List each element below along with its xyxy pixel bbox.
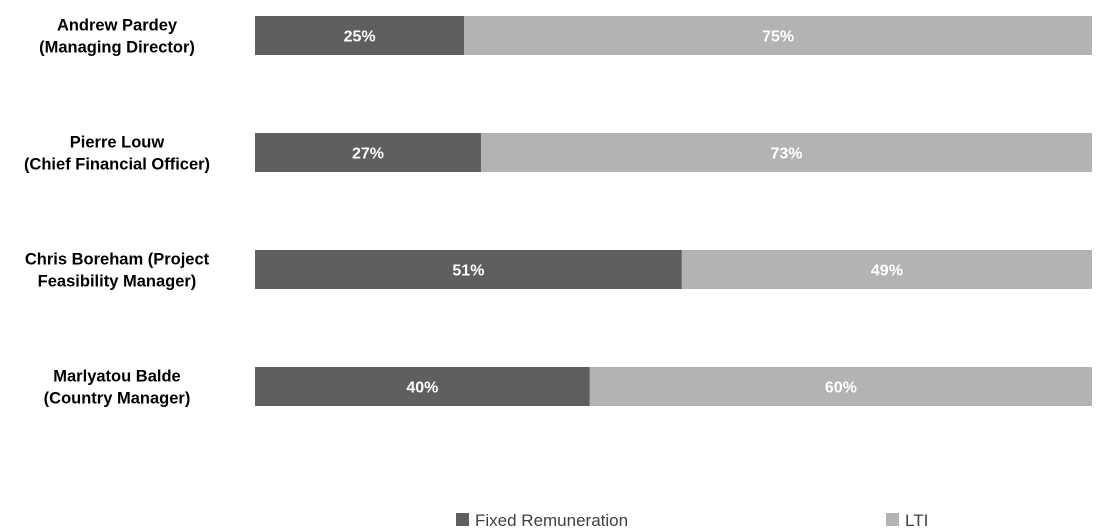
bar-lti-3 xyxy=(589,367,1092,406)
bars-group: 25% 75% 27% 73% 51% 49% 40% 60% xyxy=(255,16,1092,406)
legend-label-lti: LTI xyxy=(905,511,928,528)
data-label-lti-3: 60% xyxy=(825,380,857,397)
legend-swatch-fixed xyxy=(456,513,469,526)
bar-lti-2 xyxy=(681,250,1092,289)
data-label-fixed-3: 40% xyxy=(406,380,438,397)
legend: Fixed Remuneration LTI xyxy=(456,511,928,528)
data-label-fixed-2: 51% xyxy=(452,263,484,280)
bar-lti-0 xyxy=(464,16,1092,55)
data-label-lti-2: 49% xyxy=(871,263,903,280)
data-label-lti-0: 75% xyxy=(762,29,794,46)
category-label-2: Chris Boreham (Project Feasibility Manage… xyxy=(25,251,210,291)
bar-fixed-3 xyxy=(255,367,590,406)
category-label-0: Andrew Pardey (Managing Director) xyxy=(39,17,195,57)
legend-label-fixed: Fixed Remuneration xyxy=(475,511,628,528)
category-label-3: Marlyatou Balde (Country Manager) xyxy=(44,368,191,408)
bar-fixed-0 xyxy=(255,16,465,55)
category-label-1: Pierre Louw (Chief Financial Officer) xyxy=(24,134,210,174)
bar-lti-1 xyxy=(480,133,1092,172)
bar-fixed-1 xyxy=(255,133,481,172)
data-label-fixed-1: 27% xyxy=(352,146,384,163)
category-labels: Andrew Pardey (Managing Director) Pierre L… xyxy=(24,17,210,408)
data-label-lti-1: 73% xyxy=(770,146,802,163)
data-label-fixed-0: 25% xyxy=(344,29,376,46)
bar-fixed-2 xyxy=(255,250,682,289)
legend-swatch-lti xyxy=(886,513,899,526)
